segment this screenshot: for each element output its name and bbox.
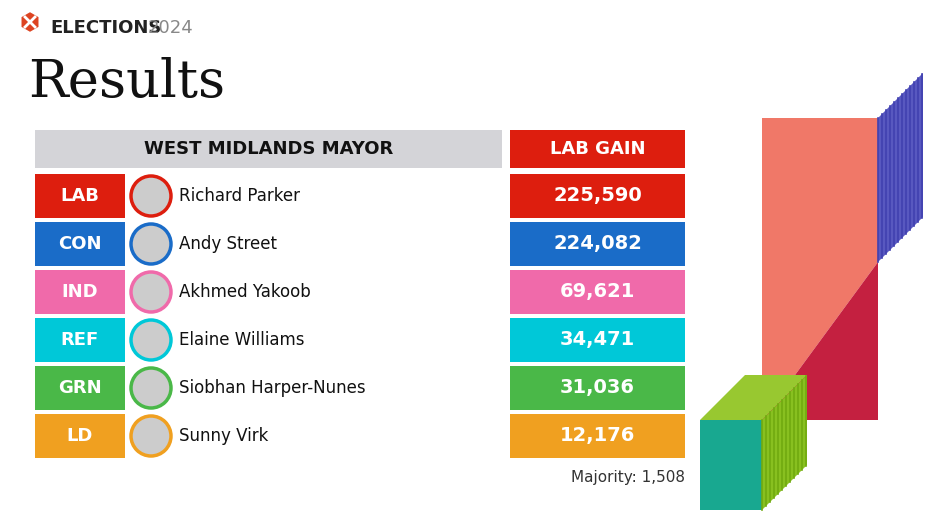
Text: IND: IND [62, 283, 98, 301]
Circle shape [131, 368, 171, 408]
Bar [510, 366, 685, 410]
Bar [510, 318, 685, 362]
Text: Sunny Virk: Sunny Virk [179, 427, 269, 445]
Bar [510, 222, 685, 266]
Circle shape [131, 272, 171, 312]
Bar [35, 366, 125, 410]
Circle shape [131, 320, 171, 360]
Bar [35, 270, 125, 314]
Text: Siobhan Harper-Nunes: Siobhan Harper-Nunes [179, 379, 366, 397]
Text: LD: LD [66, 427, 94, 445]
Text: Results: Results [28, 56, 226, 107]
Polygon shape [21, 11, 39, 33]
Text: LAB: LAB [61, 187, 99, 205]
Bar [510, 414, 685, 458]
Text: LAB GAIN: LAB GAIN [549, 140, 645, 158]
Text: 225,590: 225,590 [553, 187, 642, 206]
Text: 224,082: 224,082 [553, 235, 642, 254]
Text: ELECTIONS: ELECTIONS [50, 19, 161, 37]
Circle shape [131, 176, 171, 216]
Bar [700, 420, 762, 510]
Bar [35, 174, 125, 218]
Polygon shape [700, 375, 807, 420]
Polygon shape [878, 73, 923, 262]
Text: REF: REF [61, 331, 99, 349]
Bar [510, 174, 685, 218]
Text: Akhmed Yakoob: Akhmed Yakoob [179, 283, 311, 301]
Text: 69,621: 69,621 [560, 282, 636, 301]
Text: Elaine Williams: Elaine Williams [179, 331, 304, 349]
Text: Andy Street: Andy Street [179, 235, 277, 253]
Bar [35, 130, 502, 168]
Text: WEST MIDLANDS MAYOR: WEST MIDLANDS MAYOR [144, 140, 393, 158]
Polygon shape [762, 262, 878, 420]
Text: 34,471: 34,471 [560, 330, 636, 349]
Text: CON: CON [58, 235, 102, 253]
Polygon shape [762, 375, 807, 510]
Bar [510, 270, 685, 314]
Bar [35, 318, 125, 362]
Text: 12,176: 12,176 [560, 427, 636, 446]
Text: 2024: 2024 [148, 19, 194, 37]
Text: 31,036: 31,036 [560, 379, 635, 398]
Text: GRN: GRN [58, 379, 102, 397]
Bar [510, 130, 685, 168]
Circle shape [131, 416, 171, 456]
Circle shape [131, 224, 171, 264]
Text: Richard Parker: Richard Parker [179, 187, 300, 205]
Polygon shape [762, 118, 878, 420]
Bar [35, 414, 125, 458]
Bar [35, 222, 125, 266]
Text: Majority: 1,508: Majority: 1,508 [571, 470, 685, 485]
